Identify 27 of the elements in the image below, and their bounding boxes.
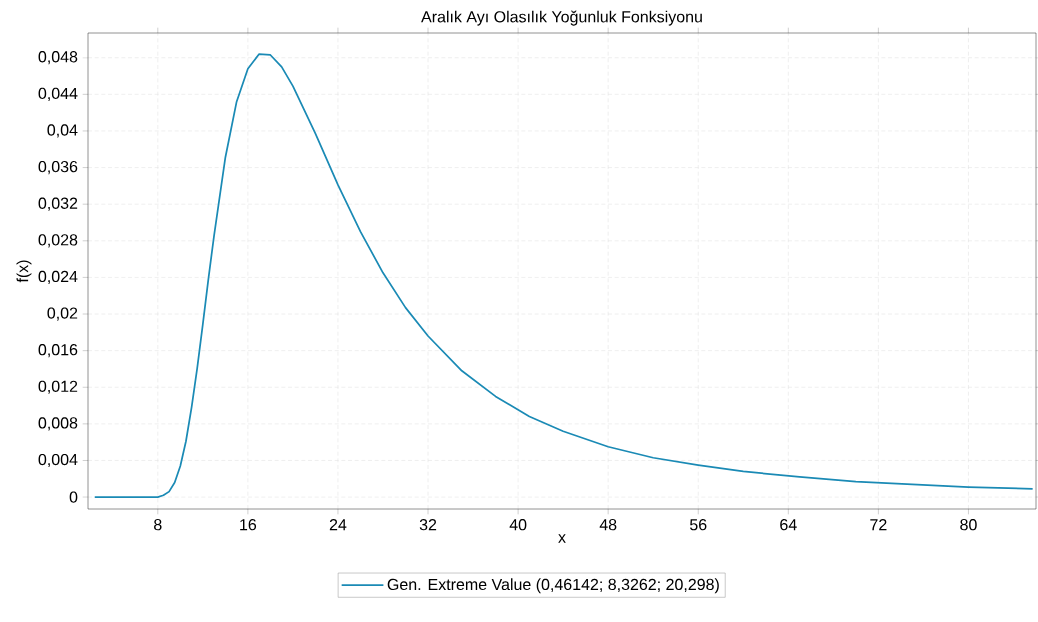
x-tick-label: 80 [960, 519, 977, 531]
y-tick-label: 0,048 [38, 51, 78, 65]
y-tick-label: 0,044 [38, 87, 78, 101]
y-tick-label: 0,032 [38, 197, 78, 211]
x-tick-label: 56 [689, 519, 707, 531]
y-tick-label: 0,04 [47, 124, 78, 138]
y-tick-label: 0 [69, 491, 78, 503]
x-tick-label: 24 [329, 519, 347, 531]
y-tick-label: 0,004 [38, 453, 78, 468]
chart-title: Aralık Ayı Olasılık Yoğunluk Fonksiyonu [421, 10, 702, 26]
x-axis-title: x [558, 534, 566, 543]
x-tick-label: 32 [419, 519, 437, 531]
y-axis-title: f(x) [16, 260, 32, 283]
y-tick-label: 0,012 [38, 380, 78, 394]
y-tick-label: 0,016 [38, 344, 78, 358]
x-tick-label: 8 [154, 519, 162, 531]
x-tick-label: 40 [509, 519, 527, 531]
x-tick-label: 48 [599, 519, 617, 531]
y-tick-label: 0,008 [38, 417, 78, 431]
x-tick-label: 72 [870, 519, 887, 531]
legend-label: Gen. Extreme Value (0,46142; 8,3262; 20,298) [387, 578, 719, 594]
x-tick-label: 64 [780, 519, 797, 531]
x-tick-label: 16 [240, 519, 257, 531]
y-tick-label: 0,036 [38, 160, 78, 175]
y-tick-label: 0,024 [38, 270, 78, 285]
y-tick-label: 0,028 [38, 234, 78, 248]
y-tick-label: 0,02 [47, 307, 78, 321]
